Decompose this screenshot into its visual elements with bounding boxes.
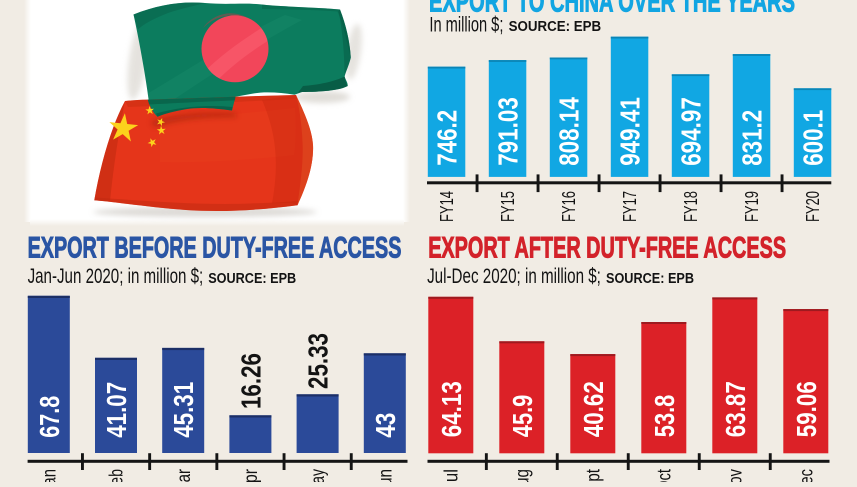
svg-text:Jul: Jul	[441, 469, 462, 482]
svg-text:Feb: Feb	[107, 469, 128, 482]
svg-text:43: 43	[370, 413, 401, 438]
svg-text:949.41: 949.41	[615, 97, 646, 166]
svg-text:791.03: 791.03	[493, 97, 524, 166]
svg-text:FY19: FY19	[741, 191, 762, 222]
svg-text:Jan: Jan	[39, 469, 60, 482]
svg-text:Oct: Oct	[654, 468, 675, 482]
svg-text:25.33: 25.33	[303, 333, 334, 389]
svg-text:EXPORT AFTER DUTY-FREE ACCESS: EXPORT AFTER DUTY-FREE ACCESS	[428, 231, 786, 264]
svg-text:Apr: Apr	[241, 468, 262, 482]
svg-text:831.2: 831.2	[737, 110, 768, 166]
svg-text:Mar: Mar	[174, 468, 195, 482]
svg-text:694.97: 694.97	[676, 97, 707, 166]
svg-text:45.9: 45.9	[507, 395, 538, 438]
svg-text:FY20: FY20	[802, 191, 823, 222]
svg-text:45.31: 45.31	[168, 382, 199, 438]
svg-text:64.13: 64.13	[436, 381, 467, 437]
svg-text:EXPORT BEFORE DUTY-FREE ACCESS: EXPORT BEFORE DUTY-FREE ACCESS	[28, 232, 402, 265]
svg-text:600.1: 600.1	[798, 110, 829, 166]
svg-text:Jan-Jun 2020; in million $;: Jan-Jun 2020; in million $;	[28, 265, 204, 288]
svg-text:746.2: 746.2	[432, 110, 463, 166]
svg-text:FY16: FY16	[558, 191, 579, 222]
svg-text:16.26: 16.26	[235, 353, 266, 409]
svg-text:SOURCE: EPB: SOURCE: EPB	[208, 271, 296, 287]
svg-text:Dec: Dec	[796, 469, 817, 482]
svg-text:FY17: FY17	[619, 191, 640, 222]
svg-text:FY15: FY15	[497, 191, 518, 222]
svg-text:May: May	[308, 469, 329, 482]
svg-text:40.62: 40.62	[578, 381, 609, 437]
svg-text:59.06: 59.06	[791, 381, 822, 437]
svg-text:Aug: Aug	[512, 469, 533, 482]
svg-text:63.87: 63.87	[720, 381, 751, 437]
svg-text:Nov: Nov	[725, 469, 746, 482]
svg-text:Jul-Dec 2020; in million $;: Jul-Dec 2020; in million $;	[427, 265, 601, 288]
svg-text:FY14: FY14	[436, 191, 457, 222]
svg-text:Sept: Sept	[583, 468, 604, 482]
svg-text:EXPORT TO CHINA OVER THE YEARS: EXPORT TO CHINA OVER THE YEARS	[429, 0, 795, 19]
svg-text:53.8: 53.8	[649, 395, 680, 438]
svg-text:Jun: Jun	[375, 469, 396, 482]
svg-text:808.14: 808.14	[554, 97, 585, 166]
svg-text:FY18: FY18	[680, 191, 701, 222]
svg-text:In million $;: In million $;	[429, 14, 503, 37]
svg-text:SOURCE: EPB: SOURCE: EPB	[509, 19, 602, 35]
svg-text:SOURCE: EPB: SOURCE: EPB	[606, 271, 694, 287]
svg-text:41.07: 41.07	[101, 382, 132, 438]
svg-text:67.8: 67.8	[34, 396, 65, 438]
